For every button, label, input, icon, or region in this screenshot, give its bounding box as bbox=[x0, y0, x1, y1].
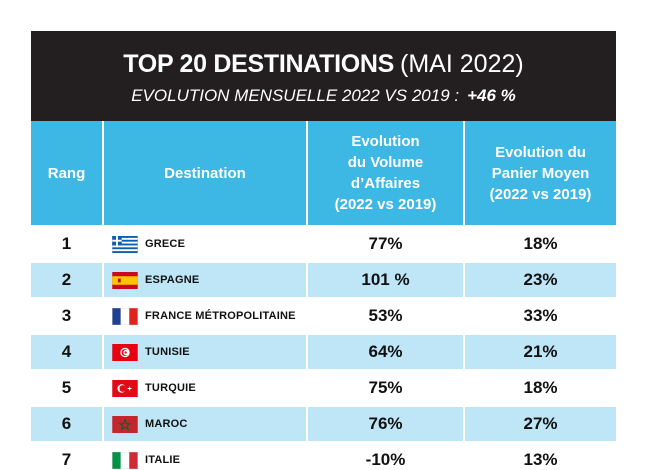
top-destinations-table-card: TOP 20 DESTINATIONS (MAI 2022) EVOLUTION … bbox=[31, 31, 616, 470]
destination-name: MAROC bbox=[145, 418, 188, 430]
panier-cell: 21% bbox=[463, 335, 616, 369]
title-main: TOP 20 DESTINATIONS bbox=[123, 50, 395, 78]
table-row: 1 GRECE 77% 18% bbox=[31, 225, 616, 261]
subtitle-text: EVOLUTION MENSUELLE 2022 VS 2019 : bbox=[131, 86, 460, 105]
table-row: 4 TUNISIE 64% 21% bbox=[31, 333, 616, 369]
tunisia-flag-icon bbox=[112, 343, 138, 361]
column-header-rang: Rang bbox=[31, 121, 102, 225]
turkey-flag-icon bbox=[112, 379, 138, 397]
panier-cell: 18% bbox=[463, 371, 616, 405]
page-title: TOP 20 DESTINATIONS (MAI 2022) bbox=[31, 49, 616, 79]
greece-flag-icon bbox=[112, 235, 138, 253]
volume-cell: 101 % bbox=[306, 263, 463, 297]
table-row: 7 ITALIE -10% 13% bbox=[31, 441, 616, 470]
table-title-banner: TOP 20 DESTINATIONS (MAI 2022) EVOLUTION … bbox=[31, 31, 616, 121]
column-header-panier-line3: (2022 vs 2019) bbox=[489, 185, 592, 203]
destination-cell: GRECE bbox=[102, 227, 306, 261]
volume-cell: 75% bbox=[306, 371, 463, 405]
volume-cell: 76% bbox=[306, 407, 463, 441]
destination-name: TURQUIE bbox=[145, 382, 196, 394]
column-header-destination: Destination bbox=[102, 121, 306, 225]
volume-cell: -10% bbox=[306, 443, 463, 470]
rang-cell: 5 bbox=[61, 378, 72, 397]
page-subtitle: EVOLUTION MENSUELLE 2022 VS 2019 : +46 % bbox=[31, 85, 616, 107]
volume-cell: 53% bbox=[306, 299, 463, 333]
panier-cell: 33% bbox=[463, 299, 616, 333]
destination-cell: ITALIE bbox=[102, 443, 306, 470]
column-header-destination-label: Destination bbox=[164, 164, 246, 182]
table-row: 2 ESPAGNE 101 % 23% bbox=[31, 261, 616, 297]
column-header-volume: Evolution du Volume d’Affaires (2022 vs … bbox=[306, 121, 463, 225]
destination-name: TUNISIE bbox=[145, 346, 190, 358]
table-body: 1 GRECE 77% 18% 2 bbox=[31, 225, 616, 470]
rang-cell: 6 bbox=[61, 414, 72, 433]
destination-cell: TURQUIE bbox=[102, 371, 306, 405]
destination-name: ITALIE bbox=[145, 454, 181, 466]
column-header-panier-line2: Panier Moyen bbox=[491, 164, 590, 182]
table-row: 3 FRANCE MÉTROPOLITAINE 53% 33% bbox=[31, 297, 616, 333]
rang-cell: 7 bbox=[61, 450, 72, 469]
destination-cell: TUNISIE bbox=[102, 335, 306, 369]
destination-cell: FRANCE MÉTROPOLITAINE bbox=[102, 299, 306, 333]
table-header-row: Rang Destination Evolution du Volume d’A… bbox=[31, 121, 616, 225]
volume-cell: 77% bbox=[306, 227, 463, 261]
volume-cell: 64% bbox=[306, 335, 463, 369]
morocco-flag-icon bbox=[112, 415, 138, 433]
rang-cell: 1 bbox=[61, 234, 72, 253]
france-flag-icon bbox=[112, 307, 138, 325]
panier-cell: 18% bbox=[463, 227, 616, 261]
subtitle-value: +46 % bbox=[467, 86, 516, 105]
column-header-volume-line3: d’Affaires bbox=[350, 175, 421, 192]
table-row: 5 TURQUIE 75% 18% bbox=[31, 369, 616, 405]
destination-cell: MAROC bbox=[102, 407, 306, 441]
rang-cell: 4 bbox=[61, 342, 72, 361]
column-header-panier: Evolution du Panier Moyen (2022 vs 2019) bbox=[463, 121, 616, 225]
column-header-volume-line1: Evolution bbox=[351, 133, 420, 150]
panier-cell: 23% bbox=[463, 263, 616, 297]
panier-cell: 13% bbox=[463, 443, 616, 470]
destination-name: FRANCE MÉTROPOLITAINE bbox=[145, 310, 296, 322]
destination-name: ESPAGNE bbox=[145, 274, 200, 286]
table-row: 6 MAROC 76% 27% bbox=[31, 405, 616, 441]
rang-cell: 2 bbox=[61, 270, 72, 289]
column-header-panier-line1: Evolution du bbox=[495, 143, 586, 161]
spain-flag-icon bbox=[112, 271, 138, 289]
rang-cell: 3 bbox=[61, 306, 72, 325]
column-header-volume-line4: (2022 vs 2019) bbox=[334, 196, 437, 213]
panier-cell: 27% bbox=[463, 407, 616, 441]
column-header-rang-label: Rang bbox=[47, 164, 86, 182]
column-header-volume-line2: du Volume bbox=[347, 154, 424, 171]
title-period: (MAI 2022) bbox=[400, 50, 524, 78]
italy-flag-icon bbox=[112, 451, 138, 469]
destination-cell: ESPAGNE bbox=[102, 263, 306, 297]
destination-name: GRECE bbox=[145, 238, 186, 250]
